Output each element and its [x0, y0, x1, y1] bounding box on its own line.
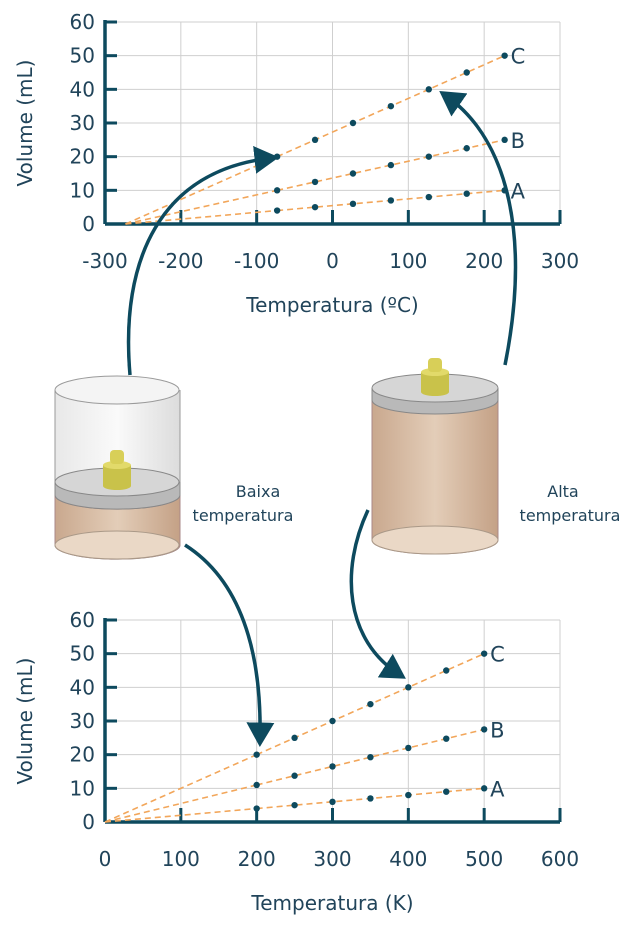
y-tick-label: 30 — [70, 709, 95, 733]
y-tick-label: 0 — [82, 810, 95, 834]
data-point — [311, 203, 319, 211]
data-point — [387, 161, 395, 169]
data-point — [501, 52, 508, 59]
data-point — [405, 684, 412, 691]
arrow — [126, 145, 279, 376]
high-temp-label: temperatura — [520, 506, 621, 525]
x-tick-label: 200 — [465, 249, 503, 273]
x-tick-label: -100 — [234, 249, 279, 273]
y-axis-title: Volume (mL) — [13, 658, 37, 785]
data-point — [253, 781, 260, 789]
data-point — [425, 153, 433, 160]
y-tick-label: 40 — [70, 675, 95, 699]
y-tick-label: 40 — [70, 77, 95, 101]
y-tick-label: 50 — [70, 44, 95, 68]
data-point — [367, 753, 374, 761]
data-point — [329, 798, 336, 805]
series-label: A — [511, 179, 526, 203]
data-point — [349, 170, 357, 177]
data-point — [501, 136, 508, 144]
y-tick-label: 60 — [70, 608, 95, 632]
x-tick-label: 500 — [465, 847, 503, 871]
data-point — [329, 717, 336, 725]
data-point — [291, 734, 298, 742]
y-tick-label: 30 — [70, 111, 95, 135]
x-tick-label: 0 — [99, 847, 112, 871]
extrapolation — [125, 209, 278, 225]
data-point — [463, 145, 470, 152]
data-point — [443, 735, 450, 742]
x-axis-title: Temperatura (K) — [250, 891, 413, 915]
arrow — [349, 509, 406, 679]
data-point — [405, 791, 412, 799]
low-temp-label: temperatura — [193, 506, 294, 525]
y-tick-label: 10 — [70, 178, 95, 202]
data-point — [329, 763, 336, 770]
x-tick-label: -300 — [82, 249, 127, 273]
data-point — [291, 801, 298, 809]
data-point — [425, 193, 433, 201]
data-point — [273, 187, 281, 194]
data-point — [387, 197, 395, 204]
data-point — [253, 751, 260, 758]
data-point — [311, 136, 319, 144]
arrow — [184, 543, 275, 747]
y-tick-label: 50 — [70, 642, 95, 666]
data-point — [443, 788, 450, 795]
low-temp-cylinder — [54, 375, 181, 560]
x-tick-label: 600 — [541, 847, 579, 871]
arrows — [126, 91, 518, 747]
data-point — [367, 795, 374, 802]
data-point — [253, 805, 260, 812]
extrapolation — [125, 155, 278, 225]
data-point — [405, 744, 412, 752]
extrapolation — [125, 189, 278, 225]
y-tick-label: 20 — [70, 145, 95, 169]
series-label: C — [511, 45, 526, 69]
series-label: A — [490, 777, 505, 801]
extrapolation — [104, 807, 257, 823]
extrapolation — [104, 753, 257, 823]
data-point — [480, 726, 488, 733]
data-point — [273, 153, 281, 160]
data-point — [367, 700, 374, 708]
series-label: B — [490, 718, 504, 742]
data-point — [349, 200, 357, 207]
data-point — [273, 207, 281, 214]
data-point — [480, 650, 488, 657]
arrow — [439, 91, 518, 366]
extrapolation — [104, 784, 257, 823]
data-point — [443, 667, 450, 674]
data-point — [311, 178, 319, 186]
y-tick-label: 20 — [70, 743, 95, 767]
x-tick-label: 300 — [313, 847, 351, 871]
x-tick-label: 300 — [541, 249, 579, 273]
data-point — [463, 190, 470, 197]
y-tick-label: 60 — [70, 10, 95, 34]
x-tick-label: 0 — [326, 249, 339, 273]
x-tick-label: 200 — [238, 847, 276, 871]
x-tick-label: 400 — [389, 847, 427, 871]
high-temp-cylinder — [371, 358, 499, 555]
low-temp-label: Baixa — [236, 482, 281, 501]
high-temp-label: Alta — [547, 482, 578, 501]
data-point — [480, 785, 488, 792]
y-axis-title: Volume (mL) — [13, 60, 37, 187]
y-tick-label: 10 — [70, 776, 95, 800]
data-point — [425, 86, 433, 93]
data-point — [463, 69, 470, 76]
y-tick-label: 0 — [82, 212, 95, 236]
series-label: B — [511, 129, 525, 153]
x-tick-label: -200 — [158, 249, 203, 273]
x-axis-title: Temperatura (ºC) — [245, 293, 418, 317]
series-label: C — [490, 643, 505, 667]
data-point — [387, 102, 395, 110]
x-tick-label: 100 — [389, 249, 427, 273]
data-point — [291, 772, 298, 779]
x-tick-label: 100 — [162, 847, 200, 871]
data-point — [349, 119, 357, 127]
